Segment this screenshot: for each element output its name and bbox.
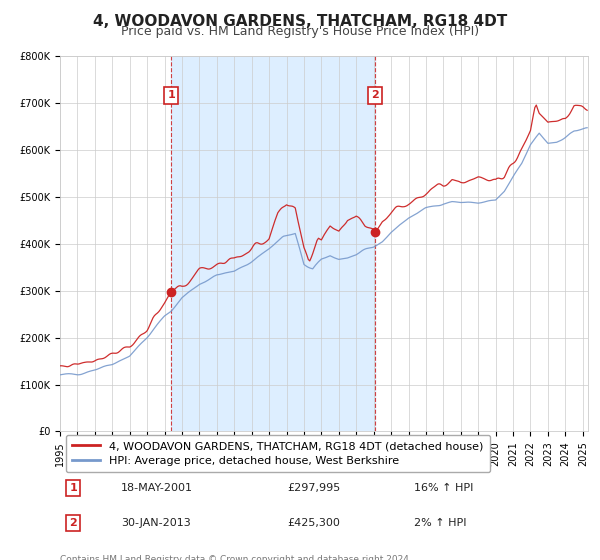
- Legend: 4, WOODAVON GARDENS, THATCHAM, RG18 4DT (detached house), HPI: Average price, de: 4, WOODAVON GARDENS, THATCHAM, RG18 4DT …: [65, 435, 490, 473]
- Text: Price paid vs. HM Land Registry's House Price Index (HPI): Price paid vs. HM Land Registry's House …: [121, 25, 479, 38]
- Text: 30-JAN-2013: 30-JAN-2013: [121, 518, 190, 528]
- Text: £425,300: £425,300: [287, 518, 340, 528]
- Text: 2: 2: [70, 518, 77, 528]
- Text: 2: 2: [371, 90, 379, 100]
- Bar: [171, 56, 375, 431]
- Text: 16% ↑ HPI: 16% ↑ HPI: [414, 483, 473, 493]
- Text: 1: 1: [167, 90, 175, 100]
- Text: 1: 1: [70, 483, 77, 493]
- Text: £297,995: £297,995: [287, 483, 340, 493]
- Text: 2% ↑ HPI: 2% ↑ HPI: [414, 518, 466, 528]
- Text: 4, WOODAVON GARDENS, THATCHAM, RG18 4DT: 4, WOODAVON GARDENS, THATCHAM, RG18 4DT: [93, 14, 507, 29]
- Text: 18-MAY-2001: 18-MAY-2001: [121, 483, 193, 493]
- Text: Contains HM Land Registry data © Crown copyright and database right 2024.
This d: Contains HM Land Registry data © Crown c…: [60, 554, 412, 560]
